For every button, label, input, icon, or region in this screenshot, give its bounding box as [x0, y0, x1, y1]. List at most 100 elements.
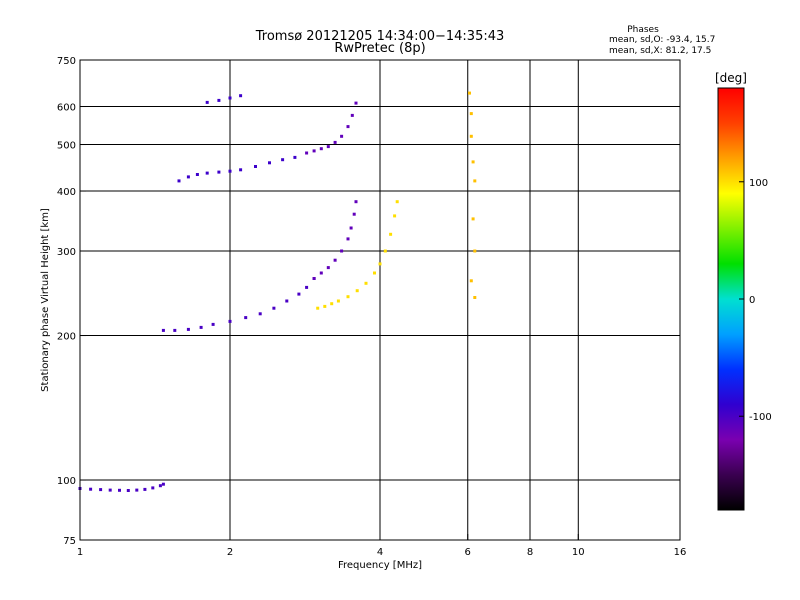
y-tick-label: 600 — [57, 103, 76, 114]
y-axis: 75 100 200 300 400 500 600 750 — [57, 56, 86, 547]
echo-point — [297, 292, 301, 296]
echo-point — [340, 134, 344, 138]
echo-point — [228, 319, 232, 323]
echo-point — [228, 96, 232, 100]
echo-point — [108, 488, 112, 492]
y-tick-label: 400 — [57, 187, 76, 198]
echo-point — [186, 175, 190, 179]
echo-point — [333, 258, 337, 262]
echo-point — [143, 487, 147, 491]
data-points — [78, 91, 477, 492]
echo-point — [354, 200, 358, 204]
echo-point — [99, 488, 103, 492]
echo-point — [350, 113, 354, 117]
y-tick-label: 500 — [57, 141, 76, 152]
echo-point — [268, 161, 271, 165]
colorbar-tick-label: 100 — [749, 178, 768, 189]
echo-point — [326, 266, 330, 270]
echo-point — [239, 94, 243, 98]
y-tick-label: 200 — [57, 332, 76, 343]
x-tick-label: 4 — [377, 547, 383, 558]
echo-point — [469, 112, 473, 116]
echo-point — [228, 169, 232, 173]
echo-point — [378, 262, 382, 266]
echo-point — [319, 271, 323, 275]
echo-point — [217, 98, 221, 102]
echo-point — [346, 125, 350, 129]
echo-point — [254, 165, 257, 168]
echo-point — [161, 482, 165, 486]
y-tick-label: 75 — [63, 536, 76, 547]
echo-point — [89, 487, 93, 491]
trace-series — [312, 200, 358, 280]
x-tick-label: 16 — [674, 547, 687, 558]
echo-point — [389, 232, 393, 236]
echo-point — [346, 237, 350, 241]
echo-point — [352, 212, 356, 216]
echo-point — [471, 217, 475, 221]
chart-title: Tromsø 20121205 14:34:00−14:35:43 — [255, 29, 505, 44]
echo-point — [281, 158, 285, 162]
colorbar-ticks: 100 0 -100 — [739, 178, 772, 423]
colorbar-label: [deg] — [715, 71, 747, 85]
trace-series — [305, 101, 358, 155]
x-tick-label: 6 — [465, 547, 471, 558]
echo-point — [364, 281, 368, 285]
echo-point — [355, 289, 359, 293]
x-tick-label: 1 — [77, 547, 83, 558]
echo-point — [173, 328, 177, 332]
echo-point — [305, 285, 309, 289]
echo-point — [312, 277, 316, 280]
colorbar-tick-label: 0 — [749, 295, 755, 306]
trace-series — [468, 91, 477, 299]
echo-point — [205, 100, 209, 104]
x-tick-label: 2 — [227, 547, 233, 558]
echo-point — [469, 279, 473, 283]
echo-point — [346, 295, 350, 299]
phases-x-stats: mean, sd,X: 81.2, 17.5 — [609, 46, 711, 56]
y-axis-label: Stationary phase Virtual Height [km] — [40, 208, 51, 392]
echo-point — [469, 134, 473, 138]
echo-point — [161, 328, 165, 332]
echo-point — [471, 160, 475, 164]
x-axis: 1 2 4 6 8 10 16 — [77, 534, 687, 558]
echo-point — [211, 322, 215, 326]
echo-point — [468, 91, 471, 95]
echo-point — [195, 173, 199, 176]
echo-point — [239, 168, 243, 172]
chart-subtitle: RwPretec (8p) — [334, 41, 425, 56]
trace-series — [177, 155, 297, 183]
echo-point — [336, 299, 340, 303]
echo-point — [244, 316, 248, 320]
echo-point — [349, 226, 353, 230]
echo-point — [330, 302, 334, 306]
x-tick-label: 8 — [527, 547, 533, 558]
phases-o-stats: mean, sd,O: -93.4, 15.7 — [609, 35, 715, 45]
echo-point — [285, 299, 289, 303]
echo-point — [151, 486, 155, 490]
echo-point — [118, 488, 121, 492]
grid-lines — [80, 60, 680, 540]
y-tick-label: 300 — [57, 247, 76, 258]
echo-point — [217, 170, 221, 174]
colorbar-tick-label: -100 — [749, 412, 772, 423]
trace-series — [316, 200, 399, 310]
echo-point — [258, 312, 262, 316]
echo-point — [323, 304, 327, 308]
echo-point — [158, 484, 162, 488]
echo-point — [135, 488, 139, 492]
echo-point — [340, 249, 344, 253]
echo-point — [383, 249, 387, 253]
echo-point — [326, 145, 330, 149]
echo-point — [393, 214, 397, 218]
echo-point — [373, 271, 376, 275]
echo-point — [473, 296, 477, 299]
echo-point — [473, 179, 477, 183]
echo-point — [354, 101, 358, 105]
echo-point — [312, 149, 316, 153]
echo-point — [186, 327, 190, 331]
y-tick-label: 750 — [57, 56, 76, 67]
echo-point — [177, 179, 181, 183]
echo-point — [319, 147, 323, 151]
echo-point — [272, 306, 276, 310]
